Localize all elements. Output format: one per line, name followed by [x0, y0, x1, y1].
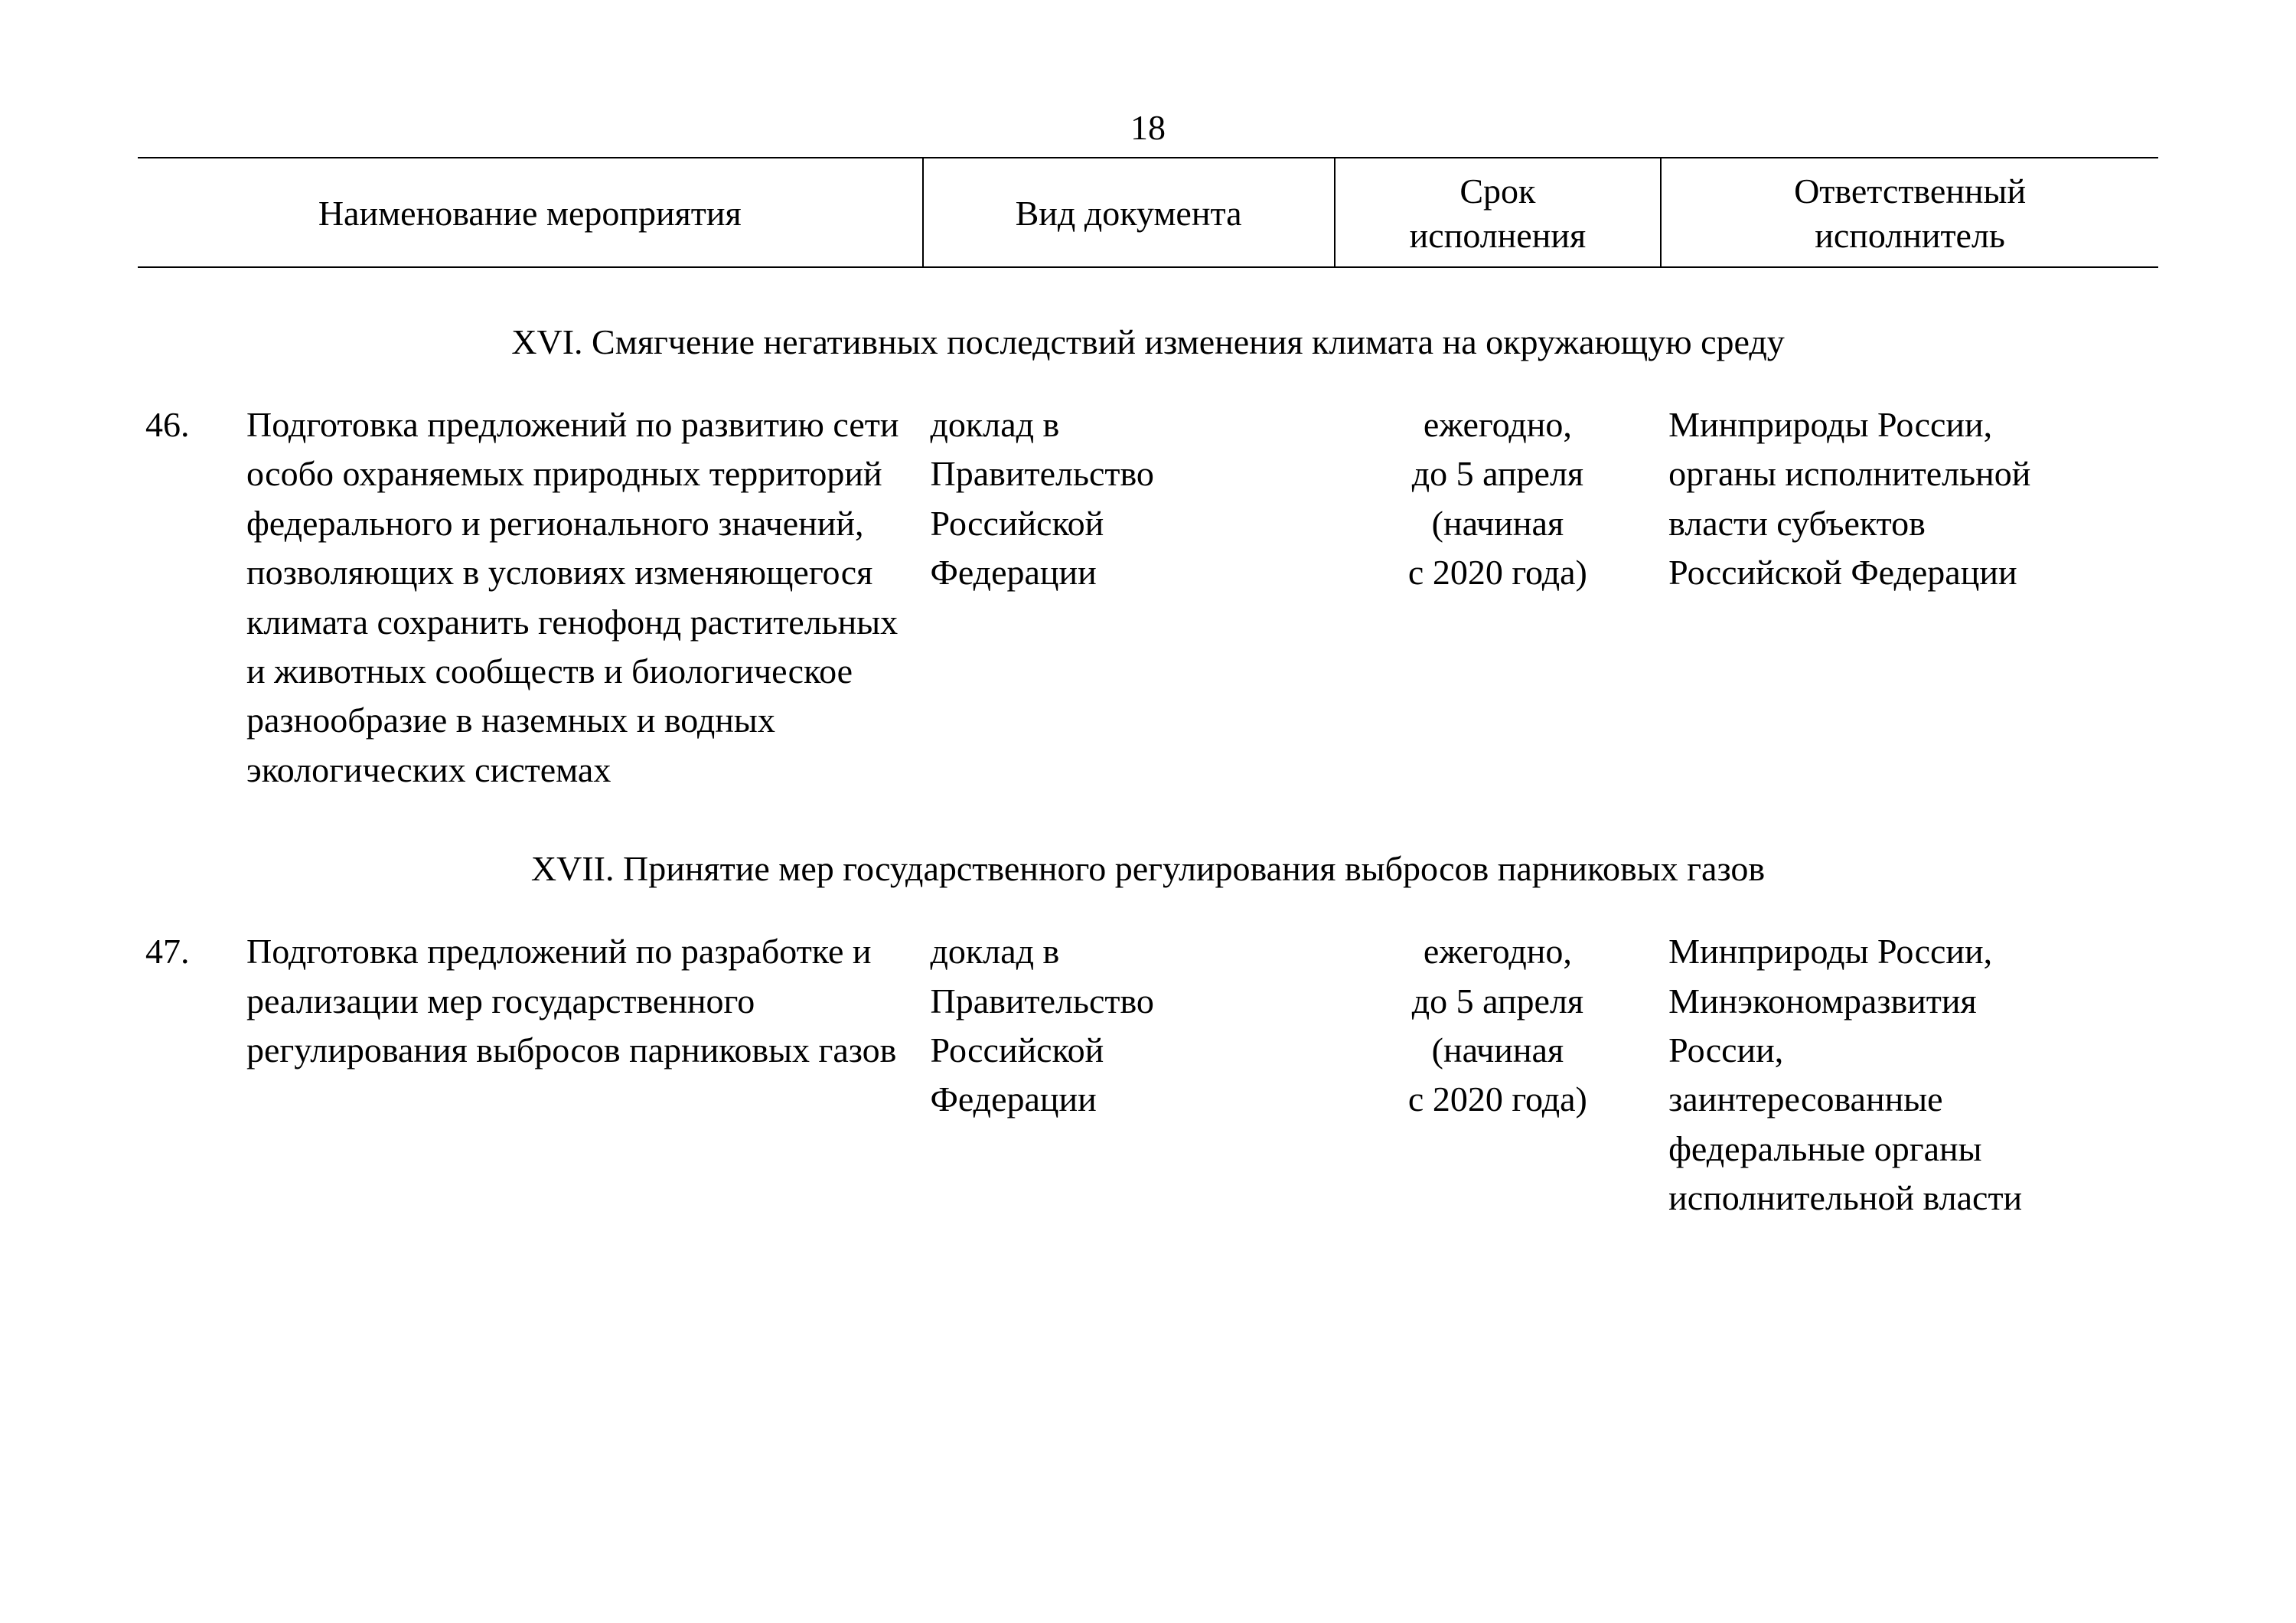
table-row: 46. Подготовка предложений по развитию с…: [138, 400, 2158, 795]
header-col-resp: Ответственный исполнитель: [1661, 158, 2158, 266]
row-resp: Минприроды России, органы исполнительной…: [1661, 400, 2158, 795]
table-header-row: Наименование мероприятия Вид документа С…: [138, 158, 2158, 266]
header-col-doc: Вид документа: [923, 158, 1335, 266]
row-resp: Минприроды России, Минэкономразвития Рос…: [1661, 927, 2158, 1223]
row-doc: доклад в Правительство Российской Федера…: [923, 927, 1335, 1223]
page-number: 18: [138, 107, 2158, 148]
row-name: Подготовка предложений по развитию сети …: [239, 400, 923, 795]
header-col-name: Наименование мероприятия: [138, 158, 923, 266]
table-header-wrap: Наименование мероприятия Вид документа С…: [138, 157, 2158, 268]
row-number: 47.: [138, 927, 239, 1223]
table-header: Наименование мероприятия Вид документа С…: [138, 158, 2158, 266]
document-page: 18 Наименование мероприятия Вид документ…: [0, 0, 2296, 1623]
header-col-term: Срок исполнения: [1335, 158, 1661, 266]
table-body: 46. Подготовка предложений по развитию с…: [138, 400, 2158, 795]
table-body: 47. Подготовка предложений по разработке…: [138, 927, 2158, 1223]
row-term: ежегодно, до 5 апреля (начиная с 2020 го…: [1335, 400, 1661, 795]
row-name: Подготовка предложений по разработке и р…: [239, 927, 923, 1223]
row-term: ежегодно, до 5 апреля (начиная с 2020 го…: [1335, 927, 1661, 1223]
row-number: 46.: [138, 400, 239, 795]
table-row: 47. Подготовка предложений по разработке…: [138, 927, 2158, 1223]
section-title: XVI. Смягчение негативных последствий из…: [138, 322, 2158, 362]
section-title: XVII. Принятие мер государственного регу…: [138, 848, 2158, 889]
row-doc: доклад в Правительство Российской Федера…: [923, 400, 1335, 795]
